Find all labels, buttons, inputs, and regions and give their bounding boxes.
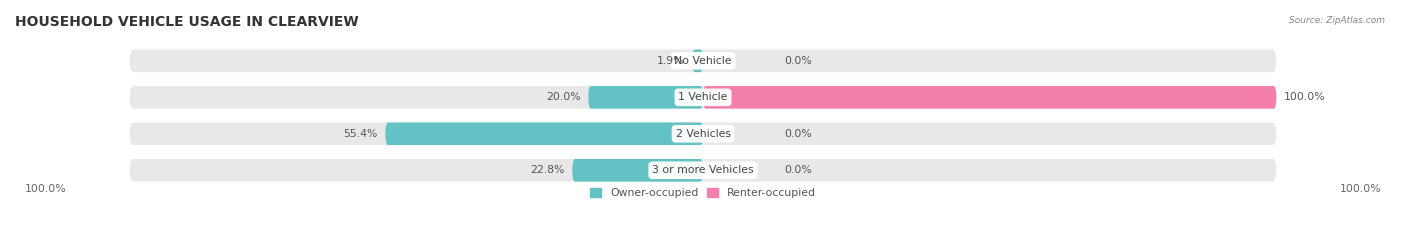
FancyBboxPatch shape: [588, 86, 703, 109]
FancyBboxPatch shape: [129, 50, 1277, 72]
Text: 2 Vehicles: 2 Vehicles: [675, 129, 731, 139]
Text: 0.0%: 0.0%: [785, 129, 813, 139]
Text: 20.0%: 20.0%: [546, 92, 581, 102]
FancyBboxPatch shape: [385, 123, 703, 145]
Text: Source: ZipAtlas.com: Source: ZipAtlas.com: [1289, 16, 1385, 25]
Legend: Owner-occupied, Renter-occupied: Owner-occupied, Renter-occupied: [591, 188, 815, 198]
FancyBboxPatch shape: [703, 86, 1277, 109]
Text: 1.9%: 1.9%: [657, 56, 685, 66]
Text: 0.0%: 0.0%: [785, 56, 813, 66]
Text: 100.0%: 100.0%: [24, 184, 66, 194]
FancyBboxPatch shape: [572, 159, 703, 182]
Text: 55.4%: 55.4%: [343, 129, 378, 139]
Text: 1 Vehicle: 1 Vehicle: [678, 92, 728, 102]
Text: 100.0%: 100.0%: [1284, 92, 1326, 102]
Text: 3 or more Vehicles: 3 or more Vehicles: [652, 165, 754, 175]
Text: No Vehicle: No Vehicle: [675, 56, 731, 66]
Text: 0.0%: 0.0%: [785, 165, 813, 175]
Text: 22.8%: 22.8%: [530, 165, 565, 175]
Text: 100.0%: 100.0%: [1340, 184, 1382, 194]
FancyBboxPatch shape: [129, 86, 1277, 109]
FancyBboxPatch shape: [129, 159, 1277, 182]
Text: HOUSEHOLD VEHICLE USAGE IN CLEARVIEW: HOUSEHOLD VEHICLE USAGE IN CLEARVIEW: [15, 15, 359, 29]
FancyBboxPatch shape: [692, 50, 703, 72]
FancyBboxPatch shape: [129, 123, 1277, 145]
